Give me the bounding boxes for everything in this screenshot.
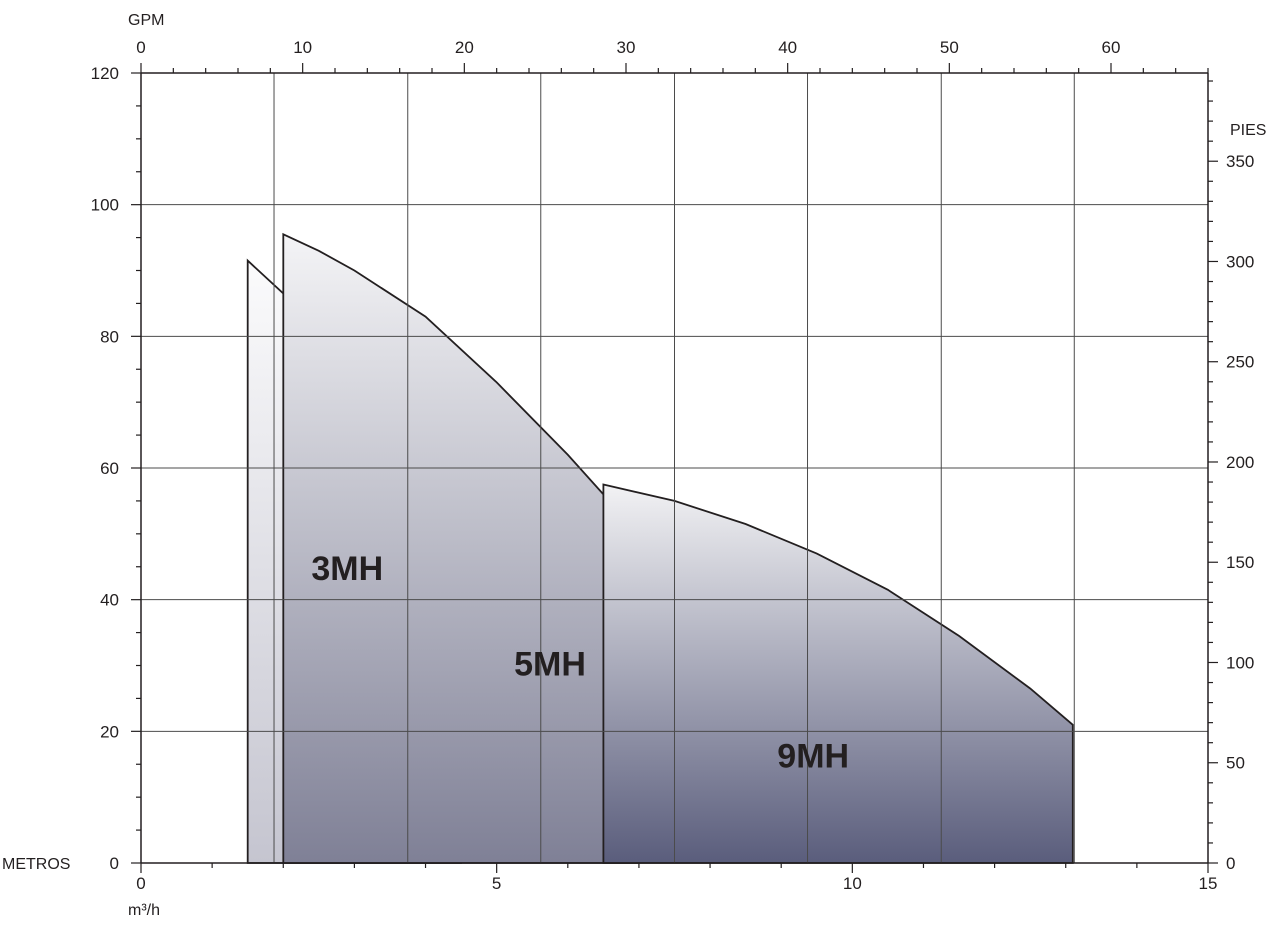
y-left-tick-label: 0 <box>110 854 119 873</box>
y-left-tick-label: 100 <box>91 196 119 215</box>
x-bottom-tick-label: 15 <box>1199 874 1218 893</box>
y-right-tick-label: 200 <box>1226 453 1254 472</box>
x-top-tick-label: 60 <box>1102 38 1121 57</box>
region-5mh <box>282 232 640 864</box>
labels-layer: 0 5 10 150 10 20 30 40 50 60020406080100120050100… <box>2 12 1266 919</box>
x-top-tick-label: 50 <box>940 38 959 57</box>
y-right-tick-label: 100 <box>1226 653 1254 672</box>
y-right-tick-label: 300 <box>1226 252 1254 271</box>
y-right-axis-label: PIES <box>1230 122 1266 139</box>
x-bottom-axis-label: m³/h <box>128 902 160 919</box>
y-left-tick-label: 40 <box>100 591 119 610</box>
x-top-tick-label: 40 <box>778 38 797 57</box>
y-right-tick-label: 50 <box>1226 754 1245 773</box>
region-label-3mh: 3MH <box>311 550 383 588</box>
region-label-5mh: 5MH <box>514 645 586 683</box>
regions-layer <box>246 232 1074 864</box>
grid-layer <box>141 73 1208 863</box>
x-bottom-tick-label: 10 <box>843 874 862 893</box>
y-left-axis-label: METROS <box>2 856 70 873</box>
y-right-tick-label: 150 <box>1226 553 1254 572</box>
region-label-9mh: 9MH <box>777 738 849 776</box>
x-top-tick-label: 0 <box>136 38 145 57</box>
y-left-tick-label: 120 <box>91 64 119 83</box>
x-top-axis-label: GPM <box>128 12 164 29</box>
y-left-tick-label: 20 <box>100 722 119 741</box>
y-left-tick-label: 60 <box>100 459 119 478</box>
x-bottom-tick-label: 5 <box>492 874 501 893</box>
y-left-tick-label: 80 <box>100 327 119 346</box>
y-right-tick-label: 0 <box>1226 854 1235 873</box>
x-top-tick-label: 20 <box>455 38 474 57</box>
x-top-tick-label: 10 <box>293 38 312 57</box>
x-top-tick-label: 30 <box>617 38 636 57</box>
y-right-tick-label: 350 <box>1226 152 1254 171</box>
region-9mh <box>602 483 1074 864</box>
axes-layer <box>131 63 1218 873</box>
y-right-tick-label: 250 <box>1226 353 1254 372</box>
x-bottom-tick-label: 0 <box>136 874 145 893</box>
